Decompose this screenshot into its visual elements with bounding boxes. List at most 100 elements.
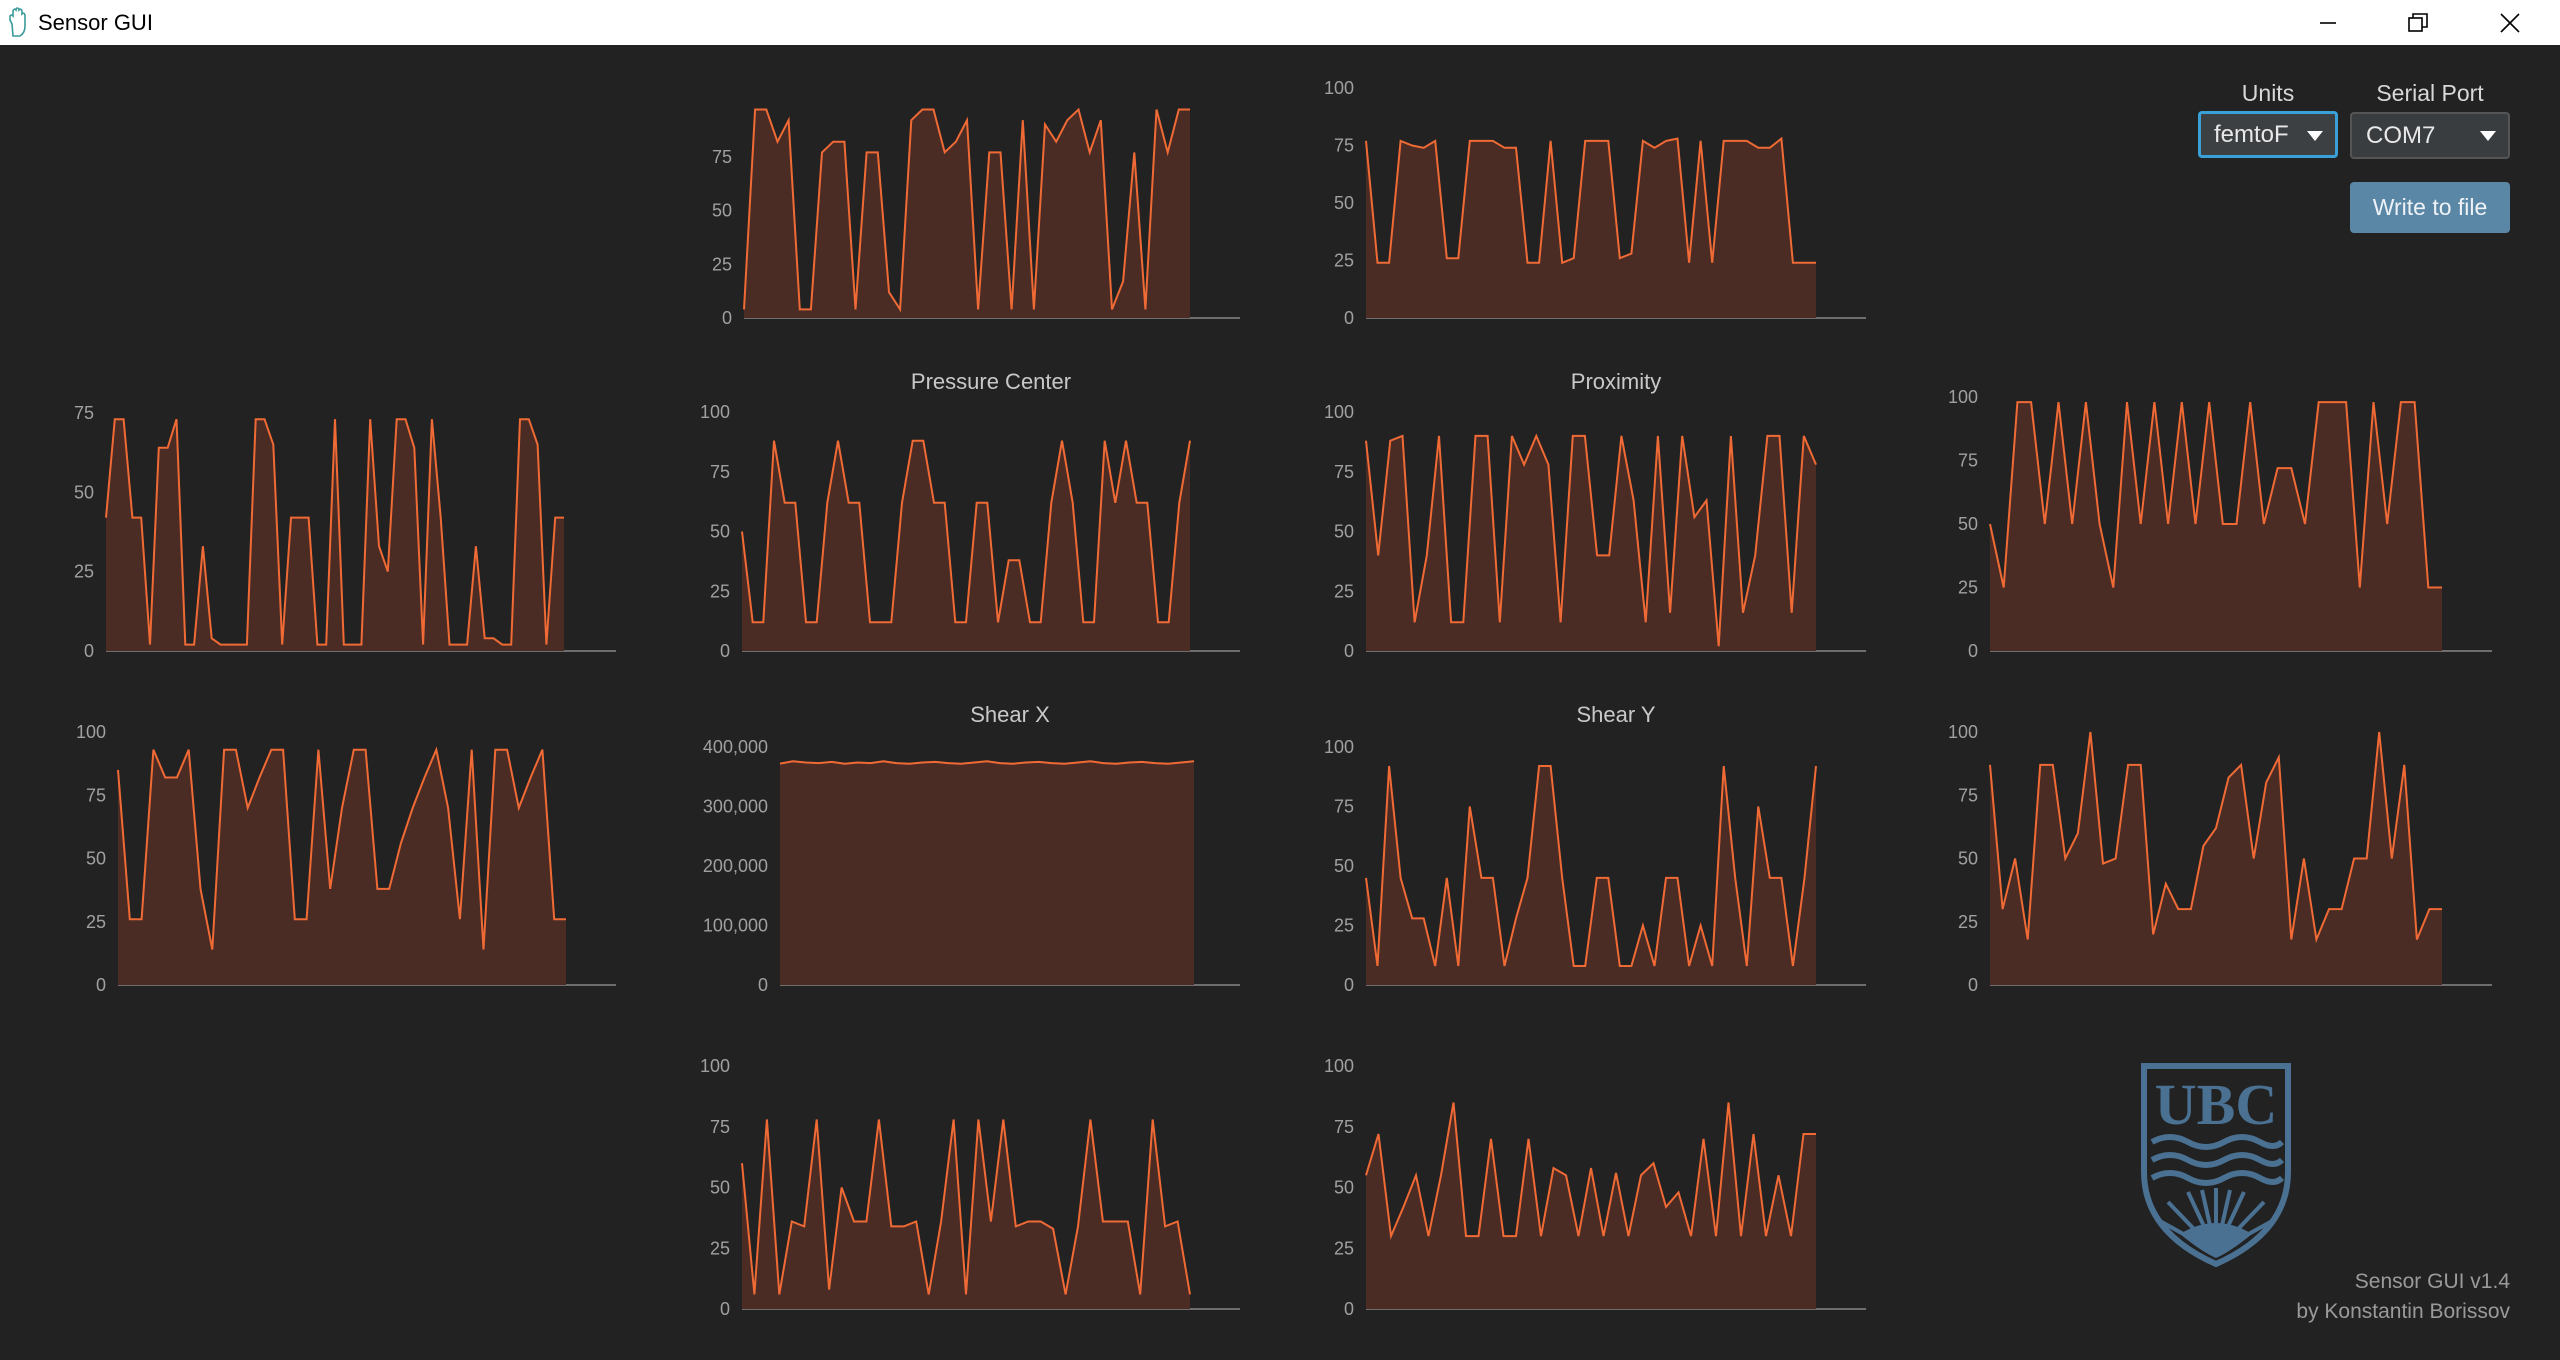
series-line	[117, 746, 566, 950]
y-tick-label: 0	[1344, 641, 1354, 661]
y-tick-label: 100	[76, 722, 106, 742]
units-dropdown[interactable]: femtoF	[2198, 111, 2338, 158]
y-tick-label: 25	[710, 581, 730, 601]
y-tick-label: 200,000	[703, 856, 768, 876]
series-area	[1366, 138, 1816, 318]
y-tick-label: 50	[1334, 522, 1354, 542]
y-tick-label: 75	[1334, 136, 1354, 156]
y-tick-label: 25	[1958, 578, 1978, 598]
y-tick-label: 100,000	[703, 916, 768, 936]
y-tick-label: 50	[710, 1178, 730, 1198]
units-value: femtoF	[2214, 121, 2289, 148]
y-tick-label: 25	[1334, 581, 1354, 601]
series-area	[742, 1119, 1190, 1309]
y-tick-label: 50	[1334, 193, 1354, 213]
series-area	[106, 419, 564, 651]
series-line	[1365, 1102, 1816, 1240]
serial-port-dropdown[interactable]: COM7	[2350, 112, 2510, 159]
y-tick-label: 25	[712, 254, 732, 274]
y-tick-label: 75	[1958, 785, 1978, 805]
dropdown-arrow-icon	[2307, 131, 2323, 141]
y-tick-label: 100	[700, 1056, 730, 1076]
y-tick-label: 75	[1334, 797, 1354, 817]
series-line	[779, 760, 1195, 765]
y-tick-label: 75	[86, 785, 106, 805]
y-tick-label: 300,000	[703, 797, 768, 817]
version-text: Sensor GUI v1.4	[2354, 1270, 2510, 1293]
series-area	[742, 440, 1190, 651]
ubc-logo: UBC	[2141, 1063, 2291, 1268]
series-area	[1366, 766, 1816, 985]
y-tick-label: 50	[710, 522, 730, 542]
y-tick-label: 0	[1344, 975, 1354, 995]
serial-port-value: COM7	[2366, 122, 2436, 149]
app-hand-icon	[9, 7, 26, 37]
series-line	[743, 107, 1190, 313]
restore-icon	[2408, 12, 2428, 32]
y-tick-label: 100	[1948, 387, 1978, 407]
y-tick-label: 75	[710, 462, 730, 482]
series-line	[1365, 433, 1817, 647]
y-tick-label: 25	[86, 912, 106, 932]
restore-button[interactable]	[2372, 0, 2464, 45]
chart-title: Proximity	[1571, 369, 1661, 394]
y-tick-label: 100	[1324, 78, 1354, 98]
series-area	[1990, 402, 2442, 651]
series-area	[1366, 435, 1816, 651]
series-area	[118, 749, 566, 985]
y-tick-label: 0	[1344, 1299, 1354, 1319]
ubc-logo-text: UBC	[2155, 1072, 2277, 1137]
minimize-button[interactable]	[2282, 0, 2374, 45]
y-tick-label: 0	[720, 1299, 730, 1319]
series-line	[741, 439, 1191, 624]
charts-area: 0 25 50 75 0 25 50 75 100 0 25 50 75 0 25 50 75 100 Pressu…	[74, 78, 2492, 1319]
author-text: by Konstantin Borissov	[2296, 1300, 2510, 1323]
y-tick-label: 0	[720, 641, 730, 661]
chart-title: Shear Y	[1576, 702, 1655, 727]
y-tick-label: 25	[710, 1238, 730, 1258]
y-tick-label: 50	[712, 201, 732, 221]
chart-title: Shear X	[970, 702, 1050, 727]
y-tick-label: 0	[722, 308, 732, 328]
y-tick-label: 50	[74, 482, 94, 502]
y-tick-label: 100	[700, 402, 730, 422]
y-tick-label: 0	[1968, 641, 1978, 661]
series-line	[1365, 765, 1817, 967]
series-line	[1365, 136, 1816, 265]
title-bar: Sensor GUI	[0, 0, 2560, 45]
y-tick-label: 75	[710, 1117, 730, 1137]
units-label: Units	[2241, 80, 2295, 106]
close-button[interactable]	[2464, 0, 2556, 45]
close-icon	[2500, 12, 2520, 33]
series-line	[105, 418, 564, 646]
y-tick-label: 0	[1968, 975, 1978, 995]
y-tick-label: 50	[1334, 856, 1354, 876]
y-tick-label: 25	[1334, 251, 1354, 271]
y-tick-label: 100	[1948, 722, 1978, 742]
y-tick-label: 0	[84, 641, 94, 661]
series-line	[1989, 401, 2442, 589]
y-tick-label: 25	[1958, 912, 1978, 932]
y-tick-label: 100	[1324, 1056, 1354, 1076]
y-tick-label: 25	[74, 562, 94, 582]
y-tick-label: 100	[1324, 737, 1354, 757]
y-tick-label: 50	[1958, 514, 1978, 534]
y-tick-label: 75	[712, 147, 732, 167]
series-line	[1989, 731, 2442, 944]
y-tick-label: 100	[1324, 402, 1354, 422]
minimize-icon	[2320, 21, 2336, 24]
y-tick-label: 25	[1334, 1238, 1354, 1258]
serial-port-label: Serial Port	[2376, 80, 2484, 106]
chart-title: Pressure Center	[911, 369, 1071, 394]
series-area	[744, 109, 1190, 318]
y-tick-label: 0	[758, 975, 768, 995]
series-area	[1366, 1102, 1816, 1309]
y-tick-label: 0	[1344, 308, 1354, 328]
y-tick-label: 400,000	[703, 737, 768, 757]
write-to-file-button[interactable]: Write to file	[2350, 182, 2510, 233]
y-tick-label: 0	[96, 975, 106, 995]
y-tick-label: 75	[1958, 451, 1978, 471]
y-tick-label: 75	[1334, 462, 1354, 482]
y-tick-label: 75	[74, 403, 94, 423]
series-area	[1990, 732, 2442, 985]
